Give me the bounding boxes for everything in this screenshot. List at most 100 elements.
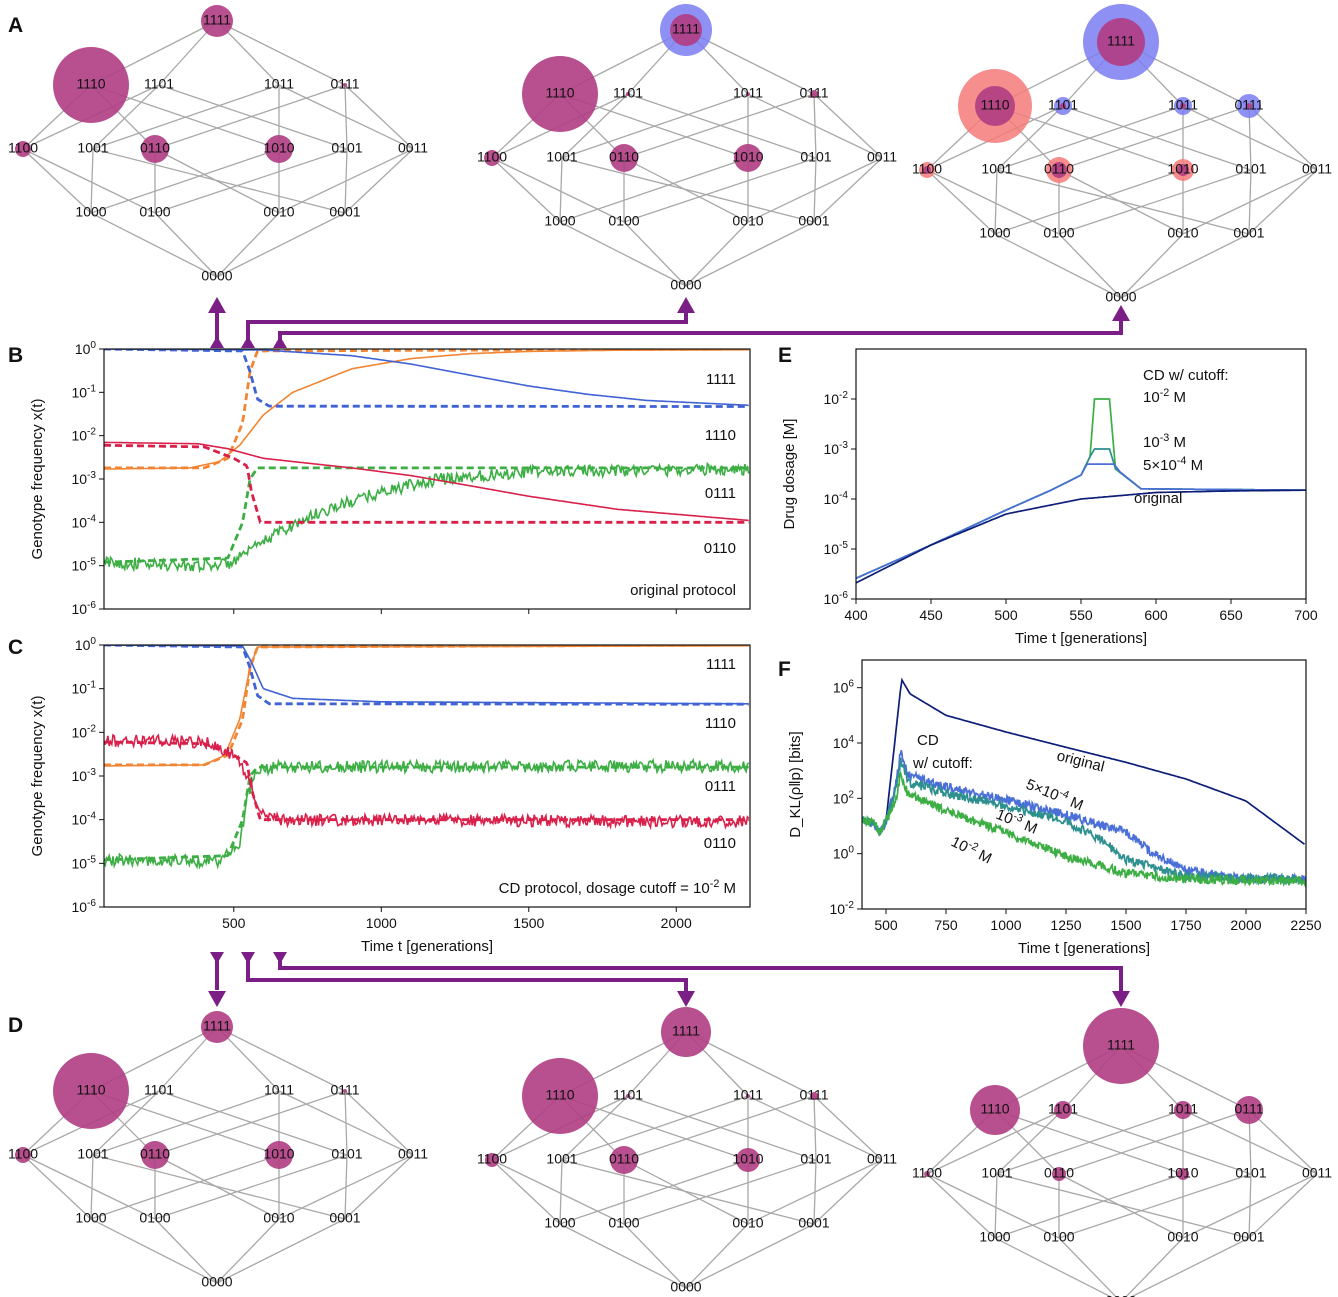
hypercube-edge (561, 93, 629, 159)
genotype-label: 0010 (1167, 1229, 1198, 1245)
charts: 10-6​ 10-5​ 10-4​ 10-3​ 10-2​ 10-1​ 100​ Genoty… (29, 340, 1322, 957)
chart-series (856, 398, 1306, 584)
y-tick-label: 10-5​ (823, 540, 848, 557)
hypercube-edge (90, 1154, 280, 1220)
hypercube-edge (561, 1095, 749, 1161)
series-line (104, 645, 749, 705)
plot-frame (103, 644, 751, 908)
hypercube-edge (1062, 1109, 1252, 1175)
series-line (856, 463, 1306, 580)
series-label: 1111 (706, 371, 736, 388)
hypercube-edge (158, 84, 348, 150)
series-line (104, 461, 750, 574)
hypercube-edge (216, 1026, 346, 1092)
hypercube-edge (813, 1159, 883, 1225)
hypercube-edge (90, 212, 218, 278)
genotype-circles (919, 4, 1261, 183)
y-tick-label: 10-2​ (71, 427, 96, 444)
hypercube-edge (623, 1159, 817, 1225)
hypercube-edge (22, 148, 156, 214)
legend-entry: original (1134, 490, 1182, 507)
series-line (856, 398, 1306, 580)
hypercube-edge (90, 1154, 94, 1220)
x-tick-label: 700 (1294, 607, 1318, 623)
hypercube-edge (1062, 105, 1252, 171)
hypercube-edge (1058, 1173, 1252, 1239)
series-dashed-line (104, 645, 749, 706)
panel-letter-d: D (8, 1014, 23, 1037)
legend-entry: 10-2​ M (1143, 387, 1186, 406)
hypercube-edge (154, 84, 346, 150)
genotype-label: 1111 (203, 1018, 231, 1034)
hypercube-edge (22, 1154, 92, 1220)
hypercube-edge (996, 1109, 1064, 1175)
genotype-label: 0111 (799, 1087, 828, 1103)
genotype-frequency-circle (1052, 1167, 1066, 1181)
y-axis-label: Drug dosage [M] (781, 419, 798, 530)
genotype-frequency-circle (1083, 1008, 1159, 1084)
genotype-label: 0000 (670, 1279, 701, 1295)
series-line (104, 645, 749, 767)
x-axis-label: Time t [generations] (1015, 630, 1147, 647)
genotype-label: 0010 (732, 1215, 763, 1231)
hypercube-edge (1058, 1173, 1184, 1239)
hypercube-edge (344, 1090, 348, 1156)
hypercube-edge (813, 1095, 817, 1161)
genotype-label: 1001 (546, 1151, 577, 1167)
y-tick-label: 10-1​ (71, 383, 96, 400)
genotype-frequency-circle (746, 1094, 750, 1098)
genotype-label: 1000 (75, 1210, 106, 1226)
hypercube-edge (994, 1173, 998, 1239)
timepoint-marker (273, 952, 287, 964)
hypercube-edge (154, 148, 280, 214)
genotype-label: 1100 (912, 1165, 942, 1181)
genotype-circles (485, 1007, 818, 1174)
genotype-label: 1100 (912, 161, 942, 177)
hypercube-edge (1248, 169, 1318, 235)
genotype-labels: 1111 1110 1101 1011 0111 1100 1001 0110 1010 0101… (477, 1023, 897, 1295)
hypercube-edge (92, 84, 280, 150)
hypercube-edge (996, 105, 1064, 171)
legend-subtitle: w/ cutoff: (912, 755, 973, 772)
hypercube-edge (154, 212, 218, 278)
hypercube-edge (559, 1223, 687, 1289)
genotype-label: 0110 (140, 1146, 170, 1162)
x-axis-label: Time t [generations] (1018, 940, 1150, 957)
genotype-frequency-circle (265, 1141, 293, 1169)
x-tick-label: 2000 (1230, 917, 1261, 933)
x-tick-label: 500 (874, 917, 898, 933)
genotype-frequency-circle (141, 135, 169, 163)
genotype-label: 0110 (1044, 161, 1074, 177)
genotype-label: 1110 (76, 76, 105, 92)
genotype-frequency-circle (265, 135, 293, 163)
genotype-label: 0110 (609, 149, 639, 165)
y-axis: 10-6​ 10-5​ 10-4​ 10-3​ 10-2​ 10-1​ 100​ (71, 340, 104, 617)
panel-letters: A B C D E F (8, 14, 792, 1037)
legend-title: CD w/ cutoff: (1143, 367, 1229, 384)
genotype-label: 0001 (1233, 225, 1264, 241)
hypercube-edge (994, 1173, 1184, 1239)
genotype-frequency-circle (1246, 103, 1252, 109)
hypercube-edge (559, 221, 687, 287)
genotype-frequency-circle (1235, 1096, 1263, 1124)
hypercube-edge (1058, 105, 1250, 171)
chart-annotation: original protocol (630, 582, 736, 599)
genotype-label: 1100 (8, 1146, 38, 1162)
series-line (104, 441, 749, 522)
genotype-label: 1010 (732, 1151, 763, 1167)
y-tick-label: 10-1​ (71, 680, 96, 697)
hypercube-edge (344, 84, 348, 150)
series-label: 1110 (705, 715, 736, 732)
hypercube-edge (994, 169, 1184, 235)
genotype-label: 0101 (1235, 161, 1266, 177)
hypercube-edge (685, 221, 815, 287)
genotype-label: 1010 (732, 149, 763, 165)
legend-entry: 5×10-4​ M (1143, 455, 1203, 474)
x-tick-label: 500 (222, 915, 246, 931)
hypercube-a-2: 1111 1110 1101 1011 0111 1100 1001 0110 1010 0101… (477, 4, 897, 293)
series-label: 0110 (704, 540, 736, 557)
genotype-frequency-circle (610, 1146, 638, 1174)
genotype-label: 1000 (75, 204, 106, 220)
genotype-label: 0001 (1233, 1229, 1264, 1245)
timepoint-marker (210, 336, 224, 348)
